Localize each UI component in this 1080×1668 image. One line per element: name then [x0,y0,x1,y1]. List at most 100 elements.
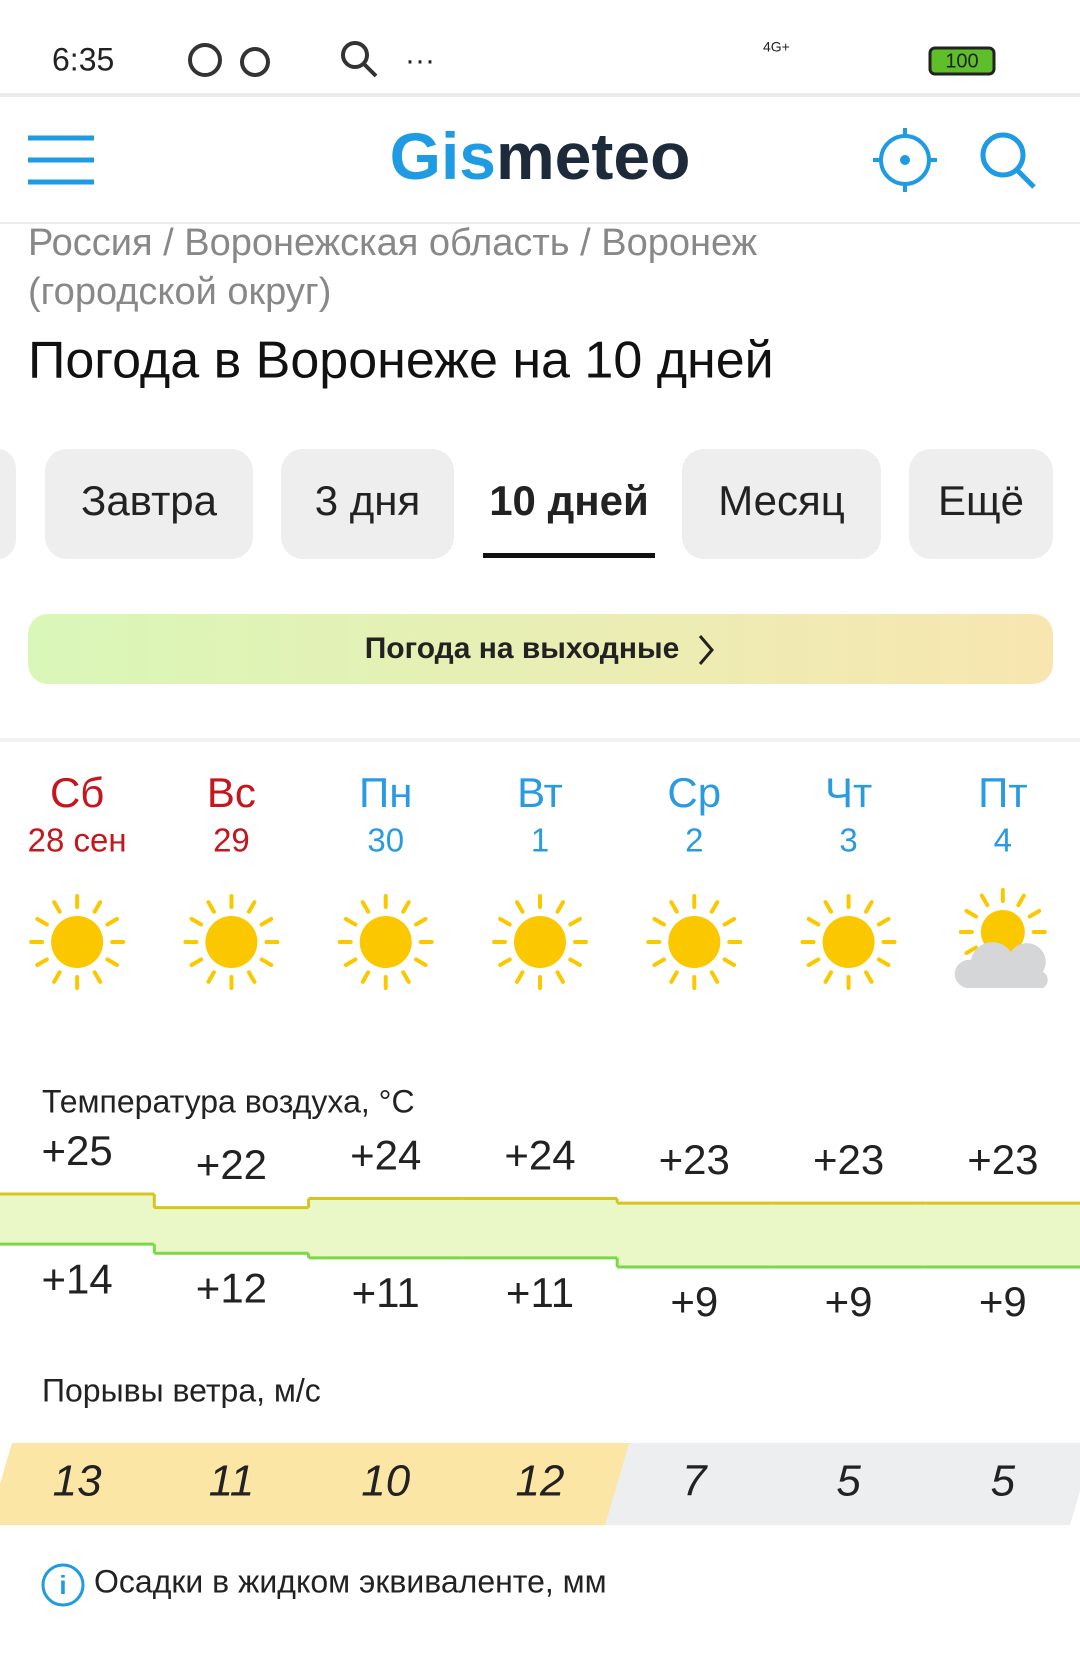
temp-band [154,1207,310,1254]
logo[interactable]: Gismeteo [390,119,691,193]
sun-ray [652,957,666,967]
temp-max: +23 [813,1136,884,1183]
weekend-button[interactable] [28,614,1053,684]
tab-label[interactable]: Месяц [718,477,845,524]
divider [0,93,1080,97]
battery-level: 100 [945,50,978,72]
sun-ray [1027,909,1042,919]
sun-ray [515,970,525,984]
sun-ray [876,957,891,967]
tab-label[interactable]: Ещё [938,477,1024,524]
sun-ray [401,900,411,914]
wind-cell [605,1443,786,1525]
temp-min: +9 [825,1278,873,1325]
precipitation-label: Осадки в жидком эквиваленте, мм [94,1563,607,1599]
tab-partial [0,449,16,559]
sun-ray [414,917,428,927]
temp-min: +9 [979,1278,1027,1325]
day-name: Вт [517,769,563,816]
day-date: 2 [685,822,703,859]
sun-ray [1016,893,1026,908]
tab[interactable] [682,449,881,559]
sun-ray [92,900,103,914]
search-button[interactable] [980,132,1036,189]
sun-ray [979,893,990,908]
breadcrumb[interactable]: (городской округ) [28,271,331,313]
sun-ray [669,970,679,984]
sun-ray [568,917,582,927]
sun-ray [864,970,874,984]
sun [51,916,104,968]
sun-ray [105,917,119,927]
sun-ray [652,917,666,927]
info-icon[interactable]: i [41,1563,85,1607]
status-bar [0,0,1080,95]
day-date: 4 [994,822,1012,859]
sun-ray [343,917,358,927]
wind-label: Порывы ветра, м/с [42,1372,321,1408]
sun-ray [964,909,979,919]
wind-gust: 5 [991,1457,1016,1506]
network: 4G+ [763,39,790,55]
sun-ray [722,917,737,927]
temp-band [617,1203,772,1267]
day-name: Сб [50,769,104,816]
sun-ray [401,970,411,984]
temp-min: +12 [196,1264,267,1311]
sun-ray [876,917,891,927]
tab[interactable] [281,449,454,559]
weather-icon [954,888,1048,988]
day-name: Ср [667,769,721,816]
tab-label[interactable]: 3 дня [315,477,420,524]
temp-max: +23 [967,1136,1038,1183]
sun [668,916,721,968]
temp-max: +24 [350,1132,421,1179]
sun [205,916,258,968]
sun-ray [360,970,371,984]
sun-ray [823,970,834,984]
day-date: 1 [531,822,549,859]
wind-cell [296,1443,477,1525]
day-date: 30 [367,822,404,859]
tab-label[interactable]: 10 дней [489,477,649,524]
more-dots: ··· [405,44,435,77]
clock: 6:35 [52,41,114,77]
sun [822,916,875,968]
sun-ray [414,957,428,967]
sun-ray [105,957,119,967]
temp-min: +9 [670,1278,718,1325]
temp-band [771,1203,927,1267]
wind-cell [142,1443,323,1525]
battery [928,46,996,76]
divider [0,222,1080,224]
svg-text:i: i [59,1570,66,1600]
wind-gust: 12 [516,1457,565,1506]
tab[interactable] [909,449,1053,559]
wind-cell [759,1443,940,1525]
status-icons [188,41,378,78]
locate-button[interactable] [873,128,937,192]
sun-ray [806,917,821,927]
sun-ray [35,917,49,927]
sun-ray [568,957,582,967]
temp-label: Температура воздуха, °C [42,1083,415,1119]
weather-icon [800,894,897,990]
wind-gust: 11 [209,1457,255,1506]
breadcrumb[interactable]: Россия / Воронежская область / Воронеж [28,222,758,264]
weather-icon [646,894,743,990]
sun-ray [246,900,257,914]
sun-ray [246,970,257,984]
temp-band [0,1194,155,1245]
sun-ray [709,970,720,984]
sun-ray [515,900,525,914]
sun-ray [722,957,737,967]
temp-band [308,1198,464,1258]
sun-ray [964,945,979,955]
sun-ray [555,970,565,984]
sun-ray [864,900,874,914]
tab-label[interactable]: Завтра [81,477,218,524]
tab[interactable] [45,449,253,559]
menu-button[interactable] [28,135,94,185]
